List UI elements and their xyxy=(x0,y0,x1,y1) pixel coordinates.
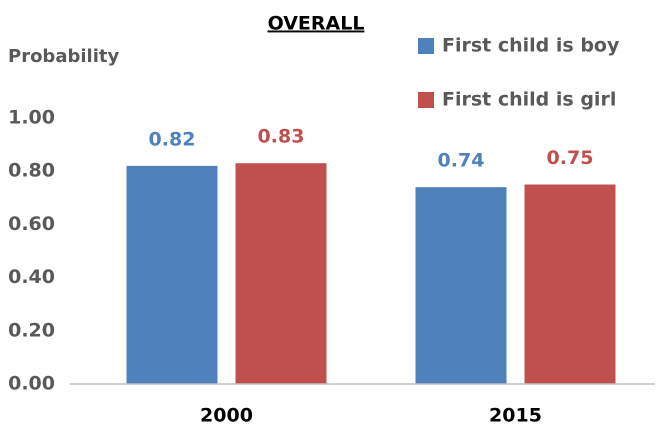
bar xyxy=(415,187,507,384)
y-tick-label: 0.20 xyxy=(8,319,55,341)
data-label: 0.75 xyxy=(547,147,594,169)
legend-swatch xyxy=(418,92,434,108)
x-tick-label: 2015 xyxy=(489,405,542,427)
legend-label: First child is boy xyxy=(442,35,620,57)
x-tick-label: 2000 xyxy=(200,405,253,427)
data-label: 0.82 xyxy=(149,128,196,150)
y-tick-label: 0.00 xyxy=(8,373,55,395)
y-tick-label: 1.00 xyxy=(8,107,55,129)
y-tick-label: 0.60 xyxy=(8,213,55,235)
legend-label: First child is girl xyxy=(442,89,616,111)
bar xyxy=(235,163,327,384)
bar xyxy=(126,165,218,384)
chart-title: OVERALL xyxy=(268,13,365,35)
y-axis-label: Probability xyxy=(8,46,119,67)
data-label: 0.83 xyxy=(258,126,305,148)
y-tick-label: 0.80 xyxy=(8,160,55,182)
legend-swatch xyxy=(418,38,434,54)
bar xyxy=(524,184,616,384)
data-label: 0.74 xyxy=(438,150,485,172)
y-tick-label: 0.40 xyxy=(8,266,55,288)
